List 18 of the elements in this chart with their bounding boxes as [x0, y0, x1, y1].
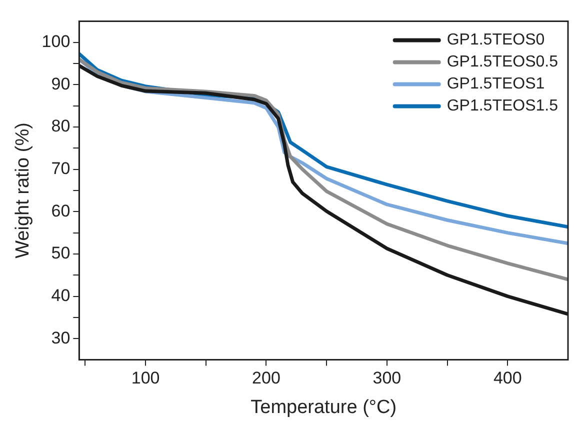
- x-tick-label: 400: [493, 368, 522, 388]
- y-tick-label: 70: [51, 159, 70, 178]
- legend-label: GP1.5TEOS0: [446, 32, 545, 49]
- x-tick-label: 200: [252, 368, 280, 388]
- y-tick-label: 90: [51, 74, 70, 94]
- x-tick-label: 100: [131, 368, 160, 388]
- legend-label: GP1.5TEOS0.5: [446, 54, 558, 71]
- x-axis-title: Temperature (°C): [250, 396, 397, 418]
- legend-label: GP1.5TEOS1.5: [446, 98, 558, 115]
- y-tick-label: 80: [51, 116, 70, 136]
- y-axis-title: Weight ratio (%): [12, 122, 34, 258]
- legend-label: GP1.5TEOS1: [446, 76, 545, 93]
- y-tick-label: 60: [51, 201, 70, 220]
- y-tick-label: 50: [51, 244, 70, 263]
- x-tick-label: 300: [372, 368, 402, 388]
- y-tick-label: 40: [51, 286, 70, 305]
- y-tick-label: 100: [42, 32, 70, 52]
- y-tick-label: 30: [51, 328, 70, 348]
